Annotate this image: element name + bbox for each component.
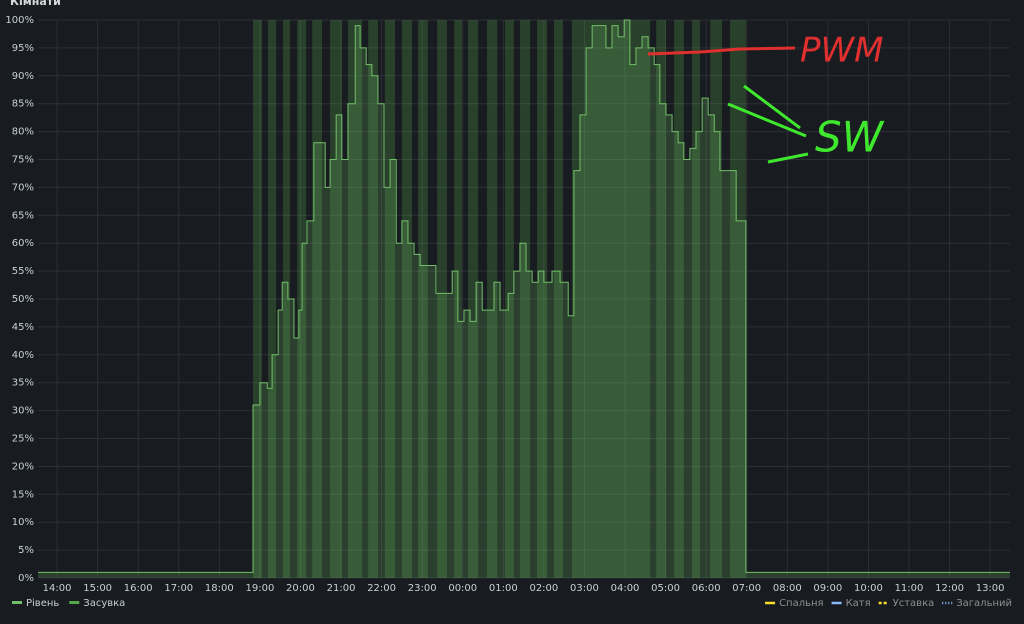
x-tick-label: 22:00 — [367, 583, 396, 594]
x-tick-label: 00:00 — [448, 583, 477, 594]
x-tick-label: 13:00 — [976, 583, 1005, 594]
y-tick-label: 85% — [12, 99, 34, 110]
x-tick-label: 19:00 — [245, 583, 274, 594]
legend: Рівень Засувка Спальня Катя Уставка Загальний — [12, 597, 1012, 609]
legend-swatch — [12, 601, 22, 604]
y-tick-label: 5% — [18, 545, 34, 556]
x-tick-label: 20:00 — [286, 583, 315, 594]
switch-area — [38, 20, 746, 578]
x-tick-label: 08:00 — [773, 583, 802, 594]
x-tick-label: 01:00 — [489, 583, 518, 594]
y-tick-label: 95% — [12, 43, 34, 54]
x-tick-label: 03:00 — [570, 583, 599, 594]
y-tick-label: 10% — [12, 517, 34, 528]
legend-label: Загальний — [956, 598, 1012, 609]
y-tick-label: 45% — [12, 322, 34, 333]
level-area — [38, 20, 1010, 578]
legend-label: Катя — [846, 598, 871, 609]
legend-label: Рівень — [26, 597, 59, 609]
y-tick-label: 90% — [12, 71, 34, 82]
y-tick-label: 40% — [12, 350, 34, 361]
y-tick-label: 20% — [12, 461, 34, 472]
x-tick-label: 11:00 — [895, 583, 924, 594]
axes: 0% 5% 10% 15% 20% 25% 30% 35% 40% 45% 50% 55% 60% 65%… — [5, 15, 1004, 594]
y-tick-label: 60% — [12, 238, 34, 249]
y-tick-label: 100% — [5, 15, 34, 26]
grid — [38, 19, 1010, 579]
x-tick-label: 06:00 — [692, 583, 721, 594]
x-tick-label: 10:00 — [854, 583, 883, 594]
y-tick-label: 55% — [12, 266, 34, 277]
level-layer — [38, 19, 1010, 578]
x-tick-label: 04:00 — [611, 583, 640, 594]
legend-label: Засувка — [83, 598, 125, 609]
sw-strokes — [727, 84, 809, 164]
x-tick-label: 09:00 — [813, 583, 842, 594]
y-tick-label: 80% — [12, 127, 34, 138]
y-tick-label: 65% — [12, 210, 34, 221]
panel-title: Кімнати — [10, 0, 61, 8]
x-tick-label: 23:00 — [408, 583, 437, 594]
legend-swatch — [69, 601, 80, 604]
annotation-sw: SW — [815, 113, 885, 162]
legend-label: Спальня — [779, 598, 824, 609]
annotation-pwm: PWM — [800, 31, 883, 71]
y-tick-label: 15% — [12, 489, 34, 500]
x-tick-label: 07:00 — [732, 583, 761, 594]
legend-label: Уставка — [893, 598, 935, 609]
x-tick-label: 02:00 — [529, 583, 558, 594]
switch-layer — [38, 20, 746, 578]
x-tick-label: 14:00 — [43, 583, 72, 594]
y-tick-label: 70% — [12, 182, 34, 193]
level-line — [38, 19, 1010, 573]
x-tick-label: 05:00 — [651, 583, 680, 594]
y-tick-label: 25% — [12, 434, 34, 445]
x-tick-label: 16:00 — [124, 583, 153, 594]
pwm-stroke — [647, 46, 796, 56]
x-tick-label: 12:00 — [935, 583, 964, 594]
x-tick-label: 18:00 — [205, 583, 234, 594]
x-tick-label: 17:00 — [164, 583, 193, 594]
x-tick-label: 21:00 — [327, 583, 356, 594]
y-tick-label: 75% — [12, 155, 34, 166]
y-tick-label: 30% — [12, 406, 34, 417]
y-tick-label: 0% — [18, 573, 34, 584]
x-tick-label: 15:00 — [83, 583, 112, 594]
y-tick-label: 50% — [12, 294, 34, 305]
y-tick-label: 35% — [12, 378, 34, 389]
